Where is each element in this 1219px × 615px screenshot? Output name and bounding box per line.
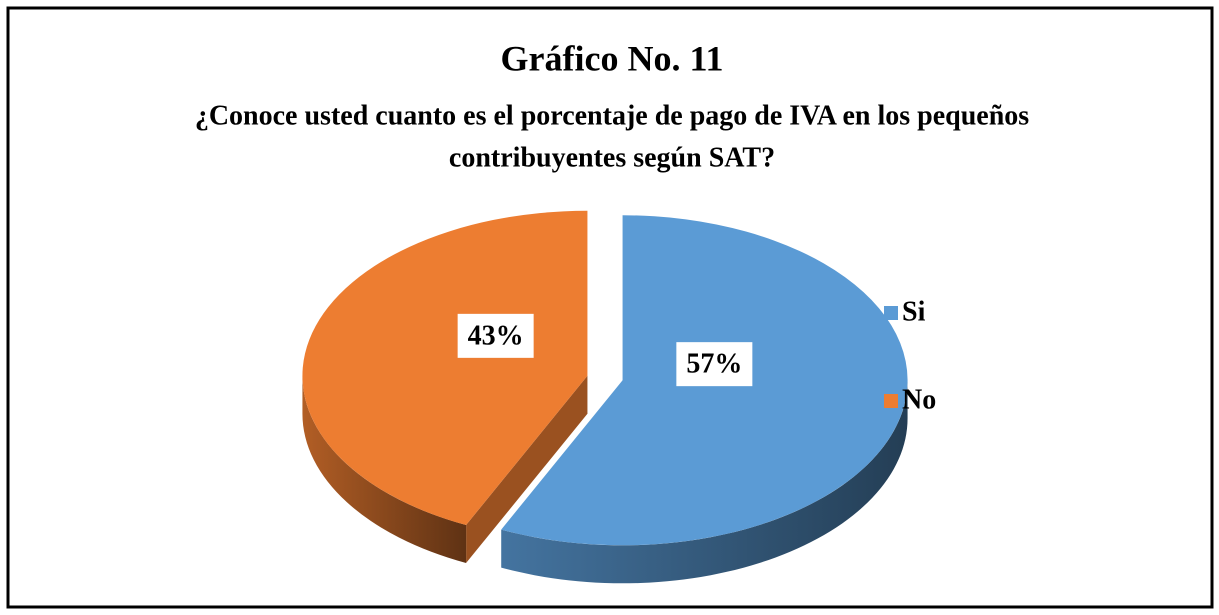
chart-subtitle: contribuyentes según SAT? (449, 142, 775, 173)
legend-label: Si (902, 296, 926, 327)
legend-label: No (902, 384, 936, 415)
legend-swatch (884, 306, 898, 320)
data-label: 43% (468, 320, 524, 351)
data-label: 57% (686, 349, 742, 380)
slice (302, 210, 588, 526)
data-label-box (457, 313, 534, 358)
slice-side (466, 375, 588, 564)
slice-side (501, 380, 908, 584)
chart-subtitle: ¿Conoce usted cuanto es el porcentaje de… (195, 100, 1029, 131)
legend-swatch (884, 394, 898, 408)
chart-title: Gráfico No. 11 (501, 38, 724, 78)
data-label-box (676, 342, 753, 387)
slice-side (302, 375, 467, 564)
